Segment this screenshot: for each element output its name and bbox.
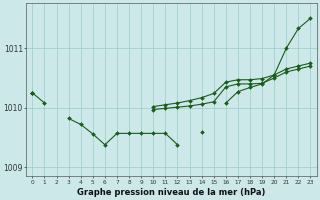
X-axis label: Graphe pression niveau de la mer (hPa): Graphe pression niveau de la mer (hPa) (77, 188, 266, 197)
